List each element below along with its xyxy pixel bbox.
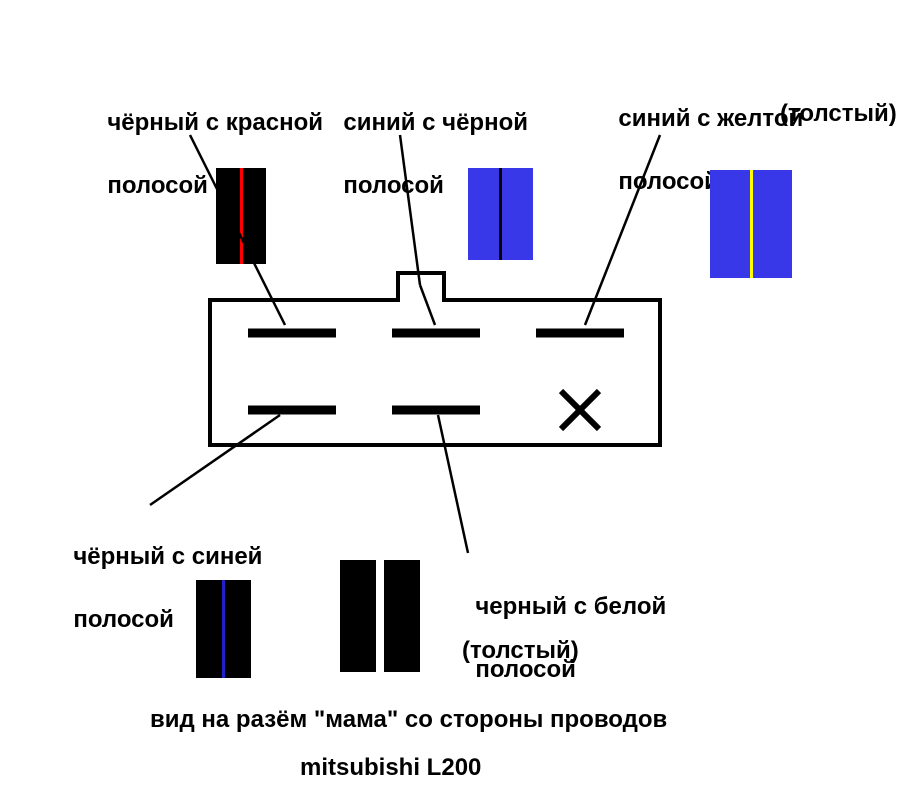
text: синий с желтой <box>618 105 803 132</box>
text: синий с чёрной <box>343 109 528 136</box>
swatch-black-blue <box>196 580 251 678</box>
swatch-black-white <box>340 560 420 672</box>
text: полосой <box>343 172 444 199</box>
swatch-blue-black <box>468 168 533 260</box>
model-name: mitsubishi L200 <box>300 752 481 783</box>
text: чёрный с красной <box>107 109 323 136</box>
label-bot-mid-note: (толстый) <box>462 635 579 666</box>
text: чёрный с синей <box>73 543 262 570</box>
text: полосой <box>618 168 719 195</box>
text: черный с белой <box>475 593 666 620</box>
caption: вид на разём "мама" со стороны проводов <box>150 704 667 735</box>
text: полосой <box>73 606 174 633</box>
label-top-left: чёрный с красной полосой <box>94 76 323 201</box>
swatch-blue-yellow <box>710 170 792 278</box>
text: полосой <box>107 172 208 199</box>
label-top-right-note: (толстый) <box>780 98 897 129</box>
swatch-black-red <box>216 168 266 264</box>
